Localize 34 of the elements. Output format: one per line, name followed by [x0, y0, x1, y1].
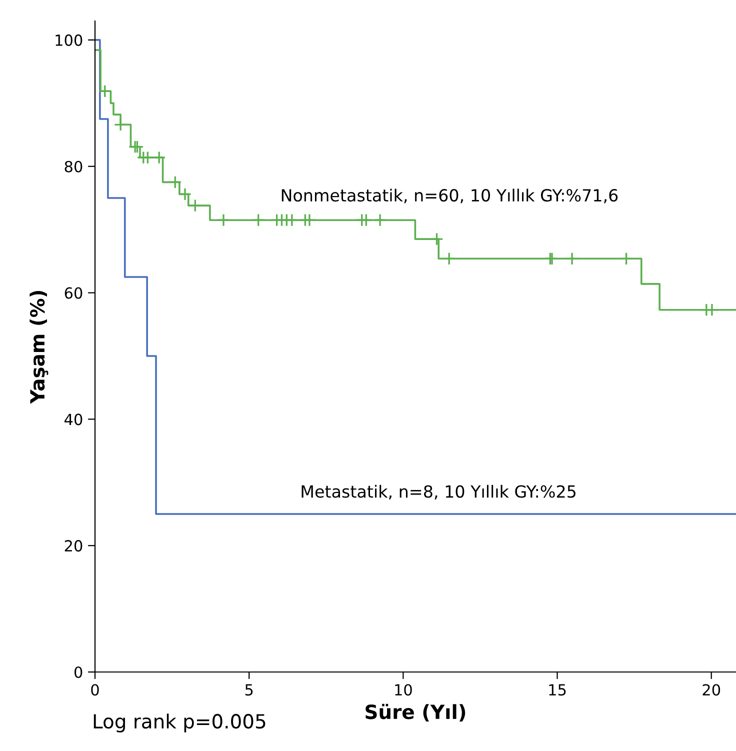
point — [130, 140, 144, 154]
point — [188, 198, 202, 212]
text: Log rank p=0.005 — [94, 714, 266, 732]
point — [302, 213, 316, 227]
y-axis-title: Yaşam (%) — [30, 290, 48, 404]
x-tick-label: 10 — [395, 684, 412, 696]
point — [114, 118, 128, 132]
y-tick-label: 40 — [64, 414, 82, 426]
y-tick-label: 60 — [64, 287, 82, 299]
x-axis-title: Süre (Yıl) — [366, 704, 466, 722]
y-tick-label: 80 — [64, 160, 82, 172]
point — [178, 188, 192, 201]
y-tick-label: 100 — [56, 34, 82, 46]
point — [252, 213, 265, 227]
x-tick-label: 0 — [91, 684, 99, 696]
point — [152, 150, 166, 164]
x-tick-label: 20 — [702, 684, 720, 696]
y-tick-label: 20 — [64, 540, 82, 552]
point — [360, 213, 373, 227]
point — [442, 252, 456, 266]
point — [216, 213, 230, 227]
annotation: Nonmetastatik, n=60, 10 Yıllık GY:%71,6 — [282, 188, 618, 204]
y-tick-label: 0 — [74, 666, 82, 678]
point — [620, 252, 633, 266]
annotation: Metastatik, n=8, 10 Yıllık GY:%25 — [302, 484, 576, 500]
point — [168, 176, 182, 189]
point — [98, 84, 112, 98]
x-tick-label: 15 — [549, 684, 566, 696]
point — [141, 150, 154, 164]
point — [430, 232, 444, 246]
point — [373, 213, 387, 227]
point — [705, 303, 719, 316]
point — [565, 252, 579, 266]
x-tick-label: 5 — [245, 684, 253, 696]
